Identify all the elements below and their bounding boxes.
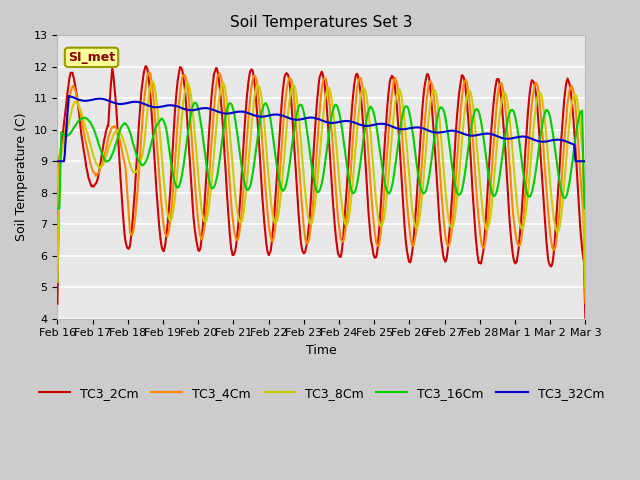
- TC3_8Cm: [148, 78, 156, 84]
- TC3_16Cm: [454, 192, 462, 198]
- TC3_8Cm: [374, 217, 382, 223]
- TC3_32Cm: [582, 158, 589, 164]
- TC3_32Cm: [374, 121, 382, 127]
- TC3_8Cm: [361, 86, 369, 92]
- TC3_32Cm: [54, 158, 61, 164]
- TC3_4Cm: [145, 70, 153, 75]
- TC3_16Cm: [582, 205, 589, 211]
- TC3_16Cm: [374, 139, 382, 144]
- TC3_2Cm: [454, 96, 462, 102]
- TC3_2Cm: [374, 234, 382, 240]
- TC3_4Cm: [54, 279, 61, 285]
- Line: TC3_4Cm: TC3_4Cm: [58, 72, 586, 303]
- TC3_16Cm: [390, 169, 398, 175]
- Line: TC3_16Cm: TC3_16Cm: [58, 103, 586, 208]
- Y-axis label: Soil Temperature (C): Soil Temperature (C): [15, 113, 28, 241]
- TC3_4Cm: [509, 206, 516, 212]
- TC3_16Cm: [54, 205, 61, 211]
- TC3_8Cm: [582, 284, 589, 290]
- TC3_8Cm: [454, 180, 462, 186]
- TC3_32Cm: [509, 135, 516, 141]
- Line: TC3_32Cm: TC3_32Cm: [58, 96, 586, 161]
- TC3_32Cm: [86, 97, 94, 103]
- Legend: TC3_2Cm, TC3_4Cm, TC3_8Cm, TC3_16Cm, TC3_32Cm: TC3_2Cm, TC3_4Cm, TC3_8Cm, TC3_16Cm, TC3…: [34, 382, 609, 405]
- X-axis label: Time: Time: [306, 344, 337, 357]
- TC3_32Cm: [65, 93, 72, 99]
- Text: SI_met: SI_met: [68, 51, 115, 64]
- TC3_32Cm: [361, 123, 369, 129]
- TC3_4Cm: [374, 243, 382, 249]
- TC3_2Cm: [361, 145, 369, 151]
- TC3_2Cm: [86, 179, 93, 184]
- TC3_16Cm: [361, 128, 369, 134]
- TC3_8Cm: [54, 279, 61, 285]
- TC3_32Cm: [390, 125, 398, 131]
- TC3_2Cm: [582, 316, 589, 322]
- TC3_2Cm: [54, 301, 61, 307]
- TC3_4Cm: [361, 103, 369, 109]
- TC3_8Cm: [509, 150, 516, 156]
- Line: TC3_2Cm: TC3_2Cm: [58, 66, 586, 319]
- TC3_8Cm: [86, 140, 93, 145]
- TC3_8Cm: [390, 107, 398, 112]
- TC3_2Cm: [390, 80, 398, 86]
- TC3_4Cm: [390, 76, 398, 82]
- Title: Soil Temperatures Set 3: Soil Temperatures Set 3: [230, 15, 413, 30]
- TC3_32Cm: [454, 129, 462, 135]
- TC3_16Cm: [509, 108, 516, 113]
- TC3_4Cm: [454, 138, 462, 144]
- TC3_16Cm: [86, 119, 93, 125]
- Line: TC3_8Cm: TC3_8Cm: [58, 81, 586, 287]
- TC3_16Cm: [191, 100, 199, 106]
- TC3_2Cm: [142, 63, 150, 69]
- TC3_2Cm: [509, 250, 516, 256]
- TC3_4Cm: [582, 300, 589, 306]
- TC3_4Cm: [86, 158, 93, 164]
